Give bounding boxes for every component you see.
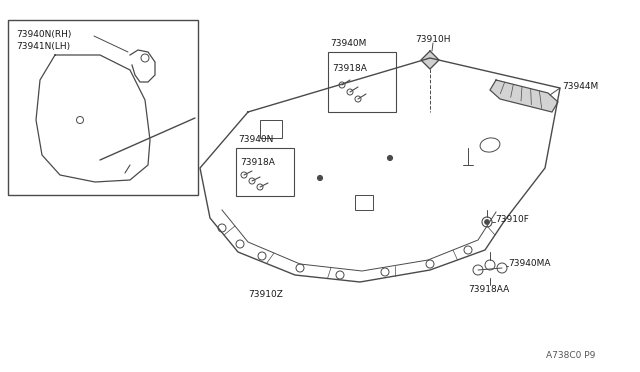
Text: 73918AA: 73918AA: [468, 285, 509, 294]
Text: 73910H: 73910H: [415, 35, 451, 44]
Bar: [355, 195, 373, 210]
Circle shape: [387, 155, 392, 160]
Text: 73910Z: 73910Z: [248, 290, 283, 299]
Text: A738C0 P9: A738C0 P9: [546, 351, 595, 360]
Text: 73944M: 73944M: [562, 82, 598, 91]
Text: 73918A: 73918A: [332, 64, 367, 73]
Bar: [236, 148, 294, 196]
Circle shape: [317, 176, 323, 180]
Text: 73910F: 73910F: [495, 215, 529, 224]
Ellipse shape: [480, 138, 500, 152]
Text: 73940N(RH): 73940N(RH): [16, 30, 72, 39]
Text: 73918A: 73918A: [240, 158, 275, 167]
Polygon shape: [421, 51, 439, 69]
Bar: [8, 20, 198, 195]
Text: 73941N(LH): 73941N(LH): [16, 42, 70, 51]
Text: 73940MA: 73940MA: [508, 260, 550, 269]
Polygon shape: [490, 80, 558, 112]
Circle shape: [484, 219, 490, 224]
Bar: [260, 120, 282, 138]
Text: 73940N: 73940N: [238, 135, 273, 144]
Bar: [328, 52, 396, 112]
Text: 73940M: 73940M: [330, 39, 366, 48]
